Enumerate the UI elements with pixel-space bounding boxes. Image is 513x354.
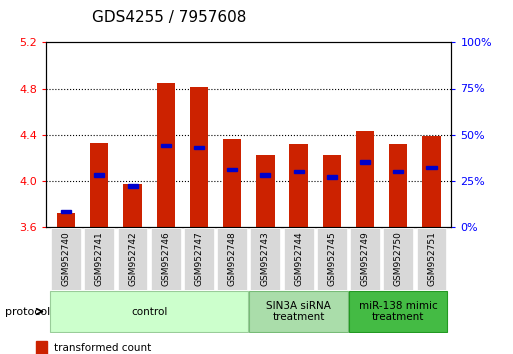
Text: miR-138 mimic
treatment: miR-138 mimic treatment — [359, 301, 438, 322]
Bar — [227, 168, 237, 171]
Bar — [156, 83, 175, 227]
FancyBboxPatch shape — [151, 228, 181, 290]
FancyBboxPatch shape — [117, 228, 148, 290]
Bar — [356, 131, 374, 227]
Bar — [124, 184, 142, 227]
FancyBboxPatch shape — [217, 228, 247, 290]
FancyBboxPatch shape — [250, 228, 281, 290]
Text: GSM952742: GSM952742 — [128, 231, 137, 286]
Text: SIN3A siRNA
treatment: SIN3A siRNA treatment — [266, 301, 331, 322]
Text: control: control — [131, 307, 167, 316]
Text: GSM952744: GSM952744 — [294, 231, 303, 286]
Bar — [389, 144, 407, 227]
Text: GSM952741: GSM952741 — [95, 231, 104, 286]
Text: GSM952747: GSM952747 — [194, 231, 204, 286]
Text: transformed count: transformed count — [54, 343, 151, 353]
Text: GSM952740: GSM952740 — [62, 231, 71, 286]
Bar — [256, 155, 274, 227]
Bar — [327, 175, 337, 178]
Text: GSM952749: GSM952749 — [361, 231, 369, 286]
Bar — [422, 136, 441, 227]
Bar — [128, 184, 137, 188]
Bar — [57, 213, 75, 227]
Bar — [289, 144, 308, 227]
Text: GDS4255 / 7957608: GDS4255 / 7957608 — [92, 10, 247, 25]
Bar — [426, 166, 437, 169]
Bar — [90, 143, 108, 227]
Text: GSM952743: GSM952743 — [261, 231, 270, 286]
Bar — [323, 155, 341, 227]
Bar — [293, 170, 304, 173]
Text: GSM952745: GSM952745 — [327, 231, 337, 286]
FancyBboxPatch shape — [51, 228, 81, 290]
FancyBboxPatch shape — [350, 228, 380, 290]
Text: GSM952751: GSM952751 — [427, 231, 436, 286]
Bar — [194, 146, 204, 149]
FancyBboxPatch shape — [50, 291, 248, 332]
Bar — [190, 87, 208, 227]
FancyBboxPatch shape — [417, 228, 446, 290]
Bar — [36, 341, 47, 354]
Bar — [61, 210, 71, 213]
Bar — [261, 173, 270, 177]
FancyBboxPatch shape — [317, 228, 347, 290]
FancyBboxPatch shape — [349, 291, 447, 332]
Text: protocol: protocol — [5, 307, 50, 316]
FancyBboxPatch shape — [249, 291, 348, 332]
Bar — [360, 160, 370, 164]
FancyBboxPatch shape — [84, 228, 114, 290]
Text: GSM952746: GSM952746 — [161, 231, 170, 286]
FancyBboxPatch shape — [284, 228, 313, 290]
Bar — [94, 173, 104, 177]
Text: GSM952748: GSM952748 — [228, 231, 236, 286]
FancyBboxPatch shape — [383, 228, 413, 290]
Text: GSM952750: GSM952750 — [394, 231, 403, 286]
Bar — [161, 144, 171, 147]
Bar — [223, 139, 241, 227]
Bar — [393, 170, 403, 173]
FancyBboxPatch shape — [184, 228, 214, 290]
